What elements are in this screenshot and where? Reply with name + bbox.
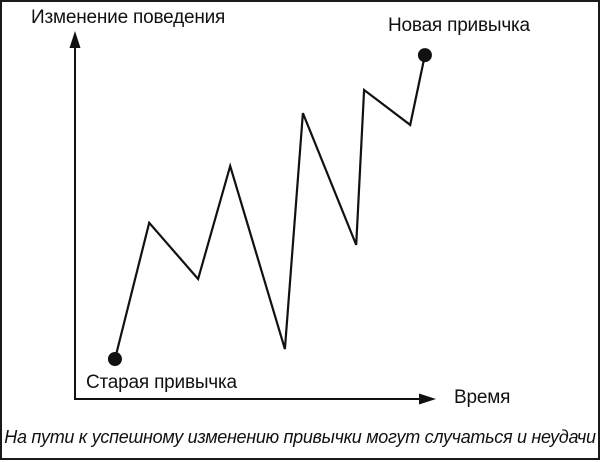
y-axis-label: Изменение поведения [31,7,226,28]
old-habit-label: Старая привычка [86,372,237,393]
habit-change-path-line [113,54,426,360]
x-axis-arrowhead [419,393,436,405]
figure-caption: На пути к успешному изменению привычки м… [4,427,596,447]
y-axis-arrowhead [69,31,81,48]
x-axis-label: Время [454,387,511,408]
new-habit-dot [417,48,432,63]
old-habit-dot [107,351,122,366]
new-habit-label: Новая привычка [388,15,530,36]
